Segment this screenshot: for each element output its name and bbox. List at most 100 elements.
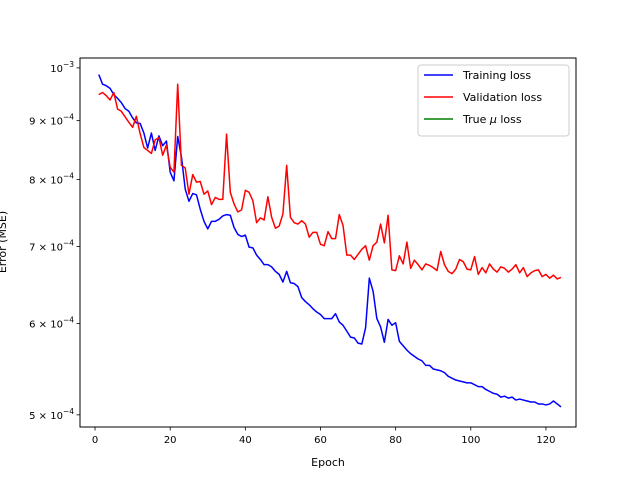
training-loss-point bbox=[173, 180, 175, 182]
validation-loss-point bbox=[207, 190, 209, 192]
validation-loss-point bbox=[485, 272, 487, 274]
x-axis: 0 20 40 60 80 100 120 bbox=[92, 427, 555, 446]
training-loss-point bbox=[350, 336, 352, 338]
training-loss-point bbox=[380, 326, 382, 328]
training-loss-point bbox=[489, 391, 491, 393]
training-loss-point bbox=[98, 74, 100, 76]
training-loss-point bbox=[237, 234, 239, 236]
training-loss-point bbox=[478, 386, 480, 388]
validation-loss-point bbox=[143, 147, 145, 149]
validation-loss-point bbox=[549, 277, 551, 279]
legend-label-training-loss: Training loss bbox=[462, 69, 531, 82]
validation-loss-point bbox=[260, 217, 262, 219]
training-loss-point bbox=[308, 304, 310, 306]
validation-loss-point bbox=[459, 259, 461, 261]
validation-loss-point bbox=[331, 238, 333, 240]
validation-loss-point bbox=[545, 274, 547, 276]
validation-loss-point bbox=[184, 167, 186, 169]
training-loss-point bbox=[323, 318, 325, 320]
training-loss-point bbox=[530, 401, 532, 403]
x-tick-label: 40 bbox=[239, 435, 252, 446]
training-loss-point bbox=[549, 403, 551, 405]
validation-loss-point bbox=[124, 116, 126, 118]
validation-loss-point bbox=[399, 255, 401, 257]
validation-loss-point bbox=[173, 171, 175, 173]
training-loss-point bbox=[199, 208, 201, 210]
training-loss-point bbox=[387, 319, 389, 321]
validation-loss-point bbox=[384, 242, 386, 244]
training-loss-point bbox=[151, 132, 153, 134]
validation-loss-point bbox=[196, 181, 198, 183]
validation-loss-point bbox=[147, 150, 149, 152]
training-loss-point bbox=[560, 406, 562, 408]
training-loss-point bbox=[102, 83, 104, 85]
training-loss-point bbox=[391, 324, 393, 326]
x-tick-label: 100 bbox=[461, 435, 480, 446]
training-loss-point bbox=[196, 194, 198, 196]
training-loss-point bbox=[338, 321, 340, 323]
training-loss-point bbox=[500, 396, 502, 398]
training-loss-point bbox=[184, 188, 186, 190]
validation-loss-point bbox=[117, 108, 119, 110]
validation-loss-point bbox=[451, 273, 453, 275]
validation-loss-point bbox=[414, 259, 416, 261]
training-loss-point bbox=[541, 403, 543, 405]
training-loss-point bbox=[271, 266, 273, 268]
training-loss-point bbox=[436, 369, 438, 371]
validation-loss-point bbox=[158, 137, 160, 139]
training-loss-point bbox=[384, 341, 386, 343]
validation-loss-point bbox=[436, 270, 438, 272]
x-tick-label: 60 bbox=[314, 435, 327, 446]
y-tick-label: 9 × 10−4 bbox=[29, 113, 74, 128]
validation-loss-point bbox=[429, 265, 431, 267]
validation-loss-point bbox=[188, 193, 190, 195]
training-loss-point bbox=[256, 254, 258, 256]
training-loss-point bbox=[444, 372, 446, 374]
validation-loss-point bbox=[301, 220, 303, 222]
validation-loss-point bbox=[233, 203, 235, 205]
validation-loss-point bbox=[151, 153, 153, 155]
validation-loss-point bbox=[342, 225, 344, 227]
training-loss-point bbox=[523, 399, 525, 401]
validation-loss-point bbox=[372, 245, 374, 247]
training-loss-point bbox=[545, 404, 547, 406]
axes-frame bbox=[79, 57, 577, 428]
validation-loss-point bbox=[335, 238, 337, 240]
training-loss-point bbox=[169, 171, 171, 173]
training-loss-point bbox=[417, 358, 419, 360]
validation-loss-point bbox=[278, 225, 280, 227]
validation-loss-point bbox=[252, 200, 254, 202]
training-loss-line bbox=[98, 74, 562, 408]
training-loss-point bbox=[425, 365, 427, 367]
training-loss-point bbox=[414, 356, 416, 358]
training-loss-point bbox=[128, 110, 130, 112]
validation-loss-point bbox=[538, 269, 540, 271]
validation-loss-point bbox=[361, 249, 363, 251]
training-loss-point bbox=[455, 379, 457, 381]
validation-loss-point bbox=[489, 263, 491, 265]
validation-loss-point bbox=[402, 263, 404, 265]
validation-loss-point bbox=[297, 223, 299, 225]
validation-loss-point bbox=[308, 236, 310, 238]
training-loss-point bbox=[233, 227, 235, 229]
validation-loss-point bbox=[211, 204, 213, 206]
training-loss-point bbox=[147, 147, 149, 149]
training-loss-point bbox=[267, 264, 269, 266]
y-tick-label: 5 × 10−4 bbox=[29, 407, 74, 422]
training-loss-point bbox=[260, 259, 262, 261]
validation-loss-point bbox=[447, 271, 449, 273]
validation-loss-point bbox=[162, 154, 164, 156]
validation-loss-point bbox=[222, 199, 224, 201]
x-axis-label: Epoch bbox=[311, 456, 345, 469]
training-loss-point bbox=[188, 201, 190, 203]
validation-loss-point bbox=[323, 245, 325, 247]
training-loss-point bbox=[432, 368, 434, 370]
training-loss-point bbox=[376, 318, 378, 320]
validation-loss-point bbox=[369, 259, 371, 261]
validation-loss-point bbox=[230, 191, 232, 193]
training-loss-point bbox=[158, 135, 160, 137]
validation-loss-point bbox=[440, 251, 442, 253]
x-tick-label: 80 bbox=[389, 435, 402, 446]
validation-loss-point bbox=[106, 95, 108, 97]
validation-loss-line bbox=[98, 83, 562, 280]
